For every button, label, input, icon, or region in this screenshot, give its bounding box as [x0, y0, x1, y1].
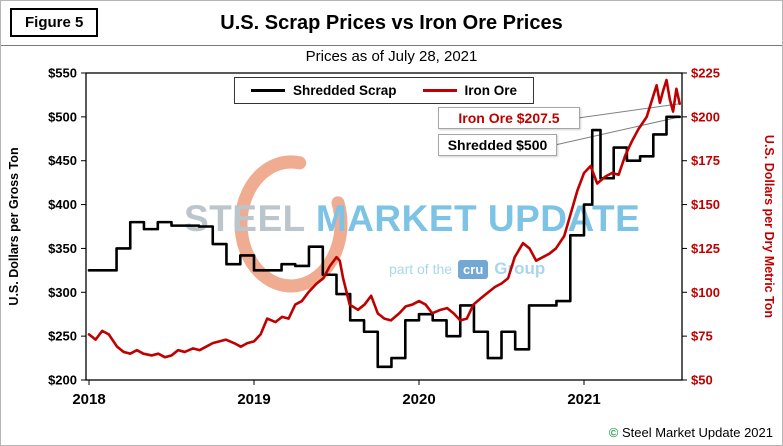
- series-iron-ore: [87, 78, 682, 359]
- figure-header: Figure 5 U.S. Scrap Prices vs Iron Ore P…: [1, 1, 782, 46]
- chart-title: U.S. Scrap Prices vs Iron Ore Prices: [220, 12, 563, 34]
- annotation-shredded-latest: Shredded $500: [438, 134, 557, 156]
- svg-text:$200: $200: [691, 109, 720, 124]
- copyright-symbol: ©: [608, 425, 619, 440]
- smu-tagline: part of the cru Group: [389, 259, 545, 279]
- svg-text:$75: $75: [691, 329, 713, 344]
- annotation-iron-ore-latest: Iron Ore $207.5: [438, 107, 580, 129]
- chart-plot: $200 $250 $300 $350 $400 $450 $500 $550 $50 $75 $1…: [7, 67, 776, 408]
- svg-text:$200: $200: [48, 373, 77, 388]
- svg-text:$450: $450: [48, 153, 77, 168]
- legend-item-iron-ore: Iron Ore: [422, 83, 518, 98]
- svg-text:$550: $550: [48, 67, 77, 81]
- smu-tagline-group: Group: [494, 259, 546, 278]
- svg-text:$500: $500: [48, 109, 77, 124]
- figure-number-label: Figure 5: [10, 8, 99, 37]
- series-shredded-scrap: [87, 115, 682, 369]
- y-axis-left: $200 $250 $300 $350 $400 $450 $500 $550: [48, 67, 86, 388]
- x-axis: 2018 2019 2020 2021: [72, 380, 601, 408]
- chart-subtitle: Prices as of July 28, 2021: [305, 48, 478, 65]
- svg-text:$225: $225: [691, 67, 720, 81]
- svg-text:2021: 2021: [567, 391, 600, 408]
- svg-text:2020: 2020: [402, 391, 435, 408]
- copyright-notice: © Steel Market Update 2021: [609, 425, 773, 440]
- svg-text:$250: $250: [48, 329, 77, 344]
- y-left-axis-title: U.S. Dollars per Gross Ton: [7, 147, 21, 305]
- copyright-text: Steel Market Update 2021: [621, 425, 773, 440]
- svg-text:2019: 2019: [237, 391, 270, 408]
- legend-label-iron-ore: Iron Ore: [464, 83, 518, 98]
- svg-text:$100: $100: [691, 285, 720, 300]
- y-right-axis-title: U.S. Dollars per Dry Metric Ton: [762, 135, 776, 318]
- svg-text:$350: $350: [48, 241, 77, 256]
- y-axis-right: $50 $75 $100 $125 $150 $175 $200 $225: [682, 67, 720, 388]
- iron-ore-line-swatch: [422, 89, 457, 92]
- smu-wordmark-steel: STEEL: [184, 198, 306, 239]
- svg-text:$125: $125: [691, 241, 720, 256]
- smu-tagline-prefix: part of the: [389, 261, 453, 277]
- legend: Shredded Scrap Iron Ore: [233, 77, 535, 104]
- svg-text:$300: $300: [48, 285, 77, 300]
- shredded-scrap-line-swatch: [250, 89, 285, 92]
- chart-area: STEEL MARKET UPDATE part of the cru Grou…: [1, 67, 782, 419]
- svg-text:$50: $50: [691, 373, 713, 388]
- svg-text:$150: $150: [691, 197, 720, 212]
- cru-logo: cru: [458, 259, 489, 279]
- plot-frame: [85, 72, 683, 381]
- svg-text:$175: $175: [691, 153, 720, 168]
- axis-titles: U.S. Dollars per Gross Ton U.S. Dollars p…: [7, 135, 776, 318]
- legend-item-shredded-scrap: Shredded Scrap: [250, 83, 397, 98]
- annotation-leader-lines: [554, 103, 680, 146]
- svg-text:2018: 2018: [72, 391, 105, 408]
- series-lines: [87, 78, 682, 369]
- legend-label-shredded-scrap: Shredded Scrap: [292, 83, 397, 98]
- svg-text:$400: $400: [48, 197, 77, 212]
